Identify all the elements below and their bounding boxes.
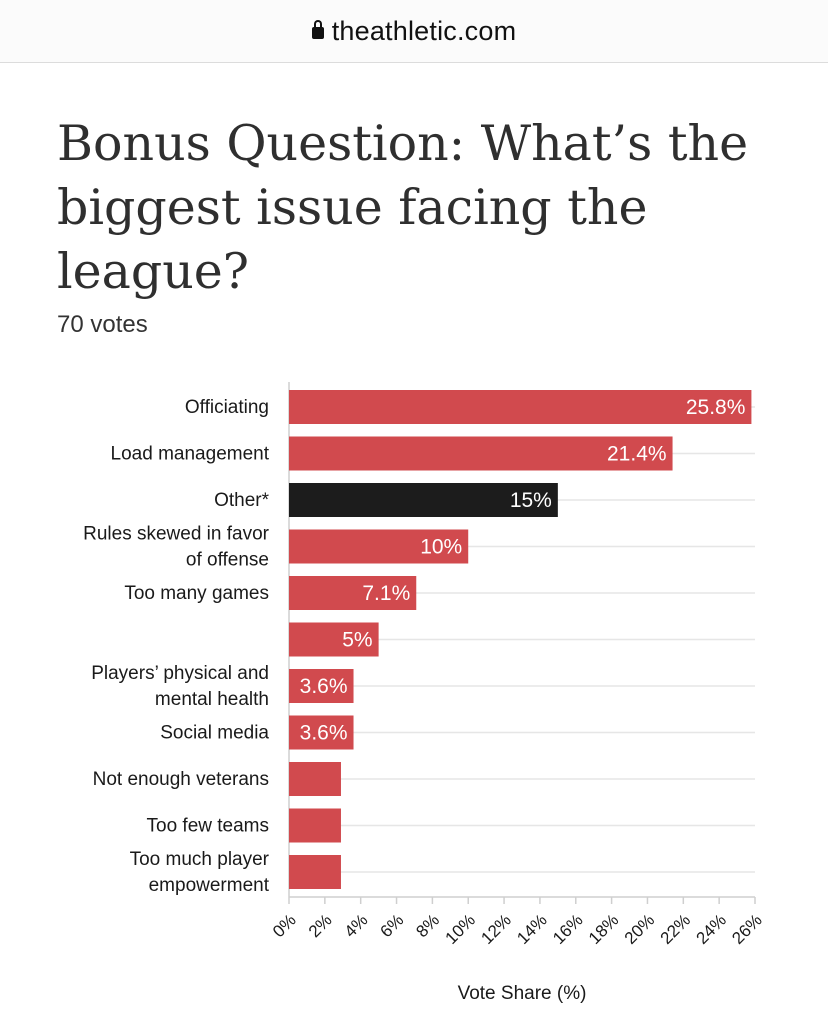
category-labels: Officiating Load management Other* Rules sk… [83, 397, 270, 896]
bar-value-label: 3.6% [300, 675, 348, 698]
bar [289, 576, 417, 610]
x-tick-label: 22% [657, 910, 694, 947]
category-label: empowerment [149, 875, 270, 896]
category-label: Not enough veterans [93, 769, 269, 790]
url-text: theathletic.com [331, 16, 517, 46]
x-tick-label: 18% [585, 910, 622, 947]
category-label: Social media [160, 723, 269, 744]
bar-value-label: 7.1% [362, 582, 410, 605]
poll-title: Bonus Question: What’s the biggest issue… [57, 115, 749, 300]
x-tick-label: 6% [377, 910, 408, 941]
browser-url-bar[interactable]: theathletic.com [0, 0, 828, 63]
bar-value-label: 5% [342, 629, 372, 652]
vote-count: 70 votes [57, 311, 148, 338]
bar [289, 622, 379, 657]
bar [289, 669, 354, 703]
bar-value-label: 25.8% [686, 396, 746, 419]
bar-chart: 25.8% 21.4% 15% 10% 7.1% 5% 3.6% 3.6% Officiati… [83, 382, 766, 1004]
bar [289, 855, 341, 889]
category-label: Other* [214, 490, 270, 511]
category-label: Too much player [130, 849, 270, 870]
bars: 25.8% 21.4% 15% 10% 7.1% 5% 3.6% 3.6% [289, 390, 752, 889]
x-tick-label: 12% [477, 910, 514, 947]
url-display[interactable]: theathletic.com [0, 16, 828, 47]
category-label: mental health [155, 689, 269, 710]
bar [289, 762, 341, 796]
x-tick-label: 24% [692, 910, 729, 947]
bar-value-label: 10% [420, 536, 462, 559]
x-tick-label: 14% [513, 910, 550, 947]
x-axis-title: Vote Share (%) [458, 983, 587, 1004]
x-tick-label: 10% [442, 910, 479, 947]
category-label: Too many games [124, 583, 269, 604]
x-tick-label: 20% [621, 910, 658, 947]
bar [289, 483, 558, 517]
category-label: Players’ physical and [91, 663, 269, 684]
category-label: Rules skewed in favor [83, 524, 270, 545]
bar-value-label: 21.4% [607, 443, 667, 466]
category-label: Officiating [185, 397, 269, 418]
bar [289, 715, 354, 750]
x-axis-ticks: 0% 2% 4% 6% 8%10%12%14%16%18%20%22%24%26% [269, 896, 766, 948]
category-label: Too few teams [147, 816, 270, 837]
lock-icon [311, 20, 324, 39]
bar [289, 529, 469, 564]
category-label: of offense [186, 550, 269, 571]
x-tick-label: 4% [341, 910, 372, 941]
x-tick-label: 26% [728, 910, 765, 947]
x-tick-label: 8% [412, 910, 443, 941]
bar [289, 436, 673, 471]
x-tick-label: 0% [269, 910, 300, 941]
bar-value-label: 3.6% [300, 722, 348, 745]
category-label: Load management [111, 444, 270, 465]
bar-value-label: 15% [510, 489, 552, 512]
x-tick-label: 16% [549, 910, 586, 947]
x-tick-label: 2% [305, 910, 336, 941]
bar [289, 808, 341, 843]
bar [289, 390, 752, 424]
